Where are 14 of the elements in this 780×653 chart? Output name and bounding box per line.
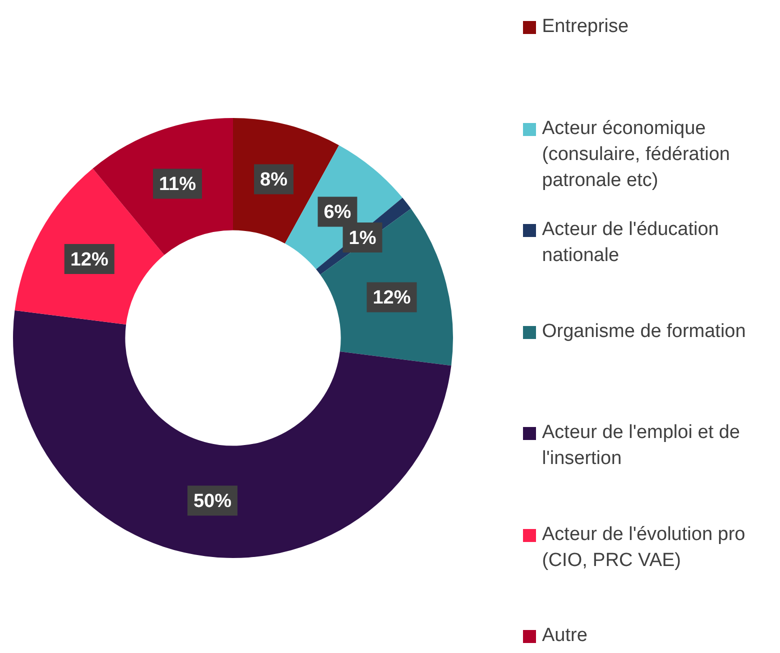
legend-label: Entreprise	[542, 15, 629, 39]
legend-label: Acteur de l'emploi et de l'insertion	[542, 421, 741, 471]
legend-label: Acteur de l'éducation nationale	[542, 218, 720, 268]
data-label: 8%	[260, 169, 288, 190]
data-label: 50%	[193, 490, 232, 512]
data-label: 6%	[324, 202, 352, 223]
legend-label: Acteur économique (consulaire, fédération patronale etc)	[542, 116, 731, 192]
data-label: 12%	[372, 287, 411, 308]
data-label: 1%	[348, 228, 376, 249]
data-label: 12%	[70, 249, 108, 270]
legend-label: Organisme de formation	[542, 320, 746, 344]
data-label: 11%	[158, 174, 196, 196]
legend-label: Acteur de l'évolution pro (CIO, PRC VAE)	[542, 522, 746, 572]
legend-label: Autre	[542, 624, 588, 648]
